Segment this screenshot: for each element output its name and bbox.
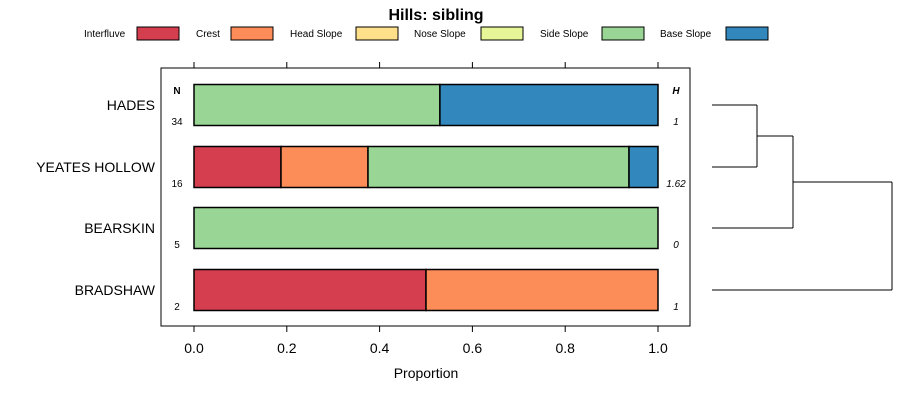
x-tick-label: 0.8 bbox=[555, 340, 575, 356]
chart-title: Hills: sibling bbox=[388, 7, 483, 24]
h-value: 1.62 bbox=[666, 179, 686, 190]
h-value: 0 bbox=[673, 240, 679, 251]
x-tick-label: 1.0 bbox=[648, 340, 668, 356]
legend-swatch bbox=[230, 26, 274, 41]
n-count: 34 bbox=[171, 117, 183, 128]
n-column-header: N bbox=[173, 86, 180, 97]
legend-swatch bbox=[136, 26, 180, 41]
bar-segment bbox=[628, 145, 659, 189]
bar-segment bbox=[367, 145, 630, 189]
n-count: 5 bbox=[174, 240, 180, 251]
x-tick-label: 0.0 bbox=[184, 340, 204, 356]
legend-swatch bbox=[601, 26, 645, 41]
x-axis-title: Proportion bbox=[394, 365, 459, 381]
legend-label: Side Slope bbox=[540, 29, 589, 40]
legend-label: Interfluve bbox=[84, 29, 126, 40]
legend: Interfluve Crest Head Slope Nose Slope Side … bbox=[84, 26, 769, 41]
legend-swatch bbox=[725, 26, 769, 41]
bar-segment bbox=[193, 206, 659, 250]
row-labels: HADES 34 1 YEATES HOLLOW 16 1.62 BEARSKIN 5 0 BRA… bbox=[36, 97, 686, 313]
x-tick-label: 0.6 bbox=[463, 340, 483, 356]
bars-layer bbox=[193, 83, 659, 312]
bar-segment bbox=[439, 83, 659, 127]
legend-label: Nose Slope bbox=[414, 29, 466, 40]
legend-label: Crest bbox=[196, 29, 220, 40]
bar-segment bbox=[193, 145, 282, 189]
h-value: 1 bbox=[673, 302, 679, 313]
bar-segment bbox=[193, 83, 441, 127]
x-axis: 0.0 0.2 0.4 0.6 0.8 1.0 bbox=[184, 326, 668, 356]
row-label: BEARSKIN bbox=[84, 220, 155, 236]
h-column-header: H bbox=[672, 86, 680, 97]
row-label: BRADSHAW bbox=[75, 282, 156, 298]
legend-swatch bbox=[355, 26, 399, 41]
plot-panel bbox=[160, 67, 691, 327]
row-label: YEATES HOLLOW bbox=[36, 159, 156, 175]
dendrogram bbox=[712, 104, 893, 291]
top-axis-ticks bbox=[193, 62, 659, 68]
legend-label: Base Slope bbox=[660, 29, 712, 40]
legend-label: Head Slope bbox=[290, 29, 343, 40]
row-label: HADES bbox=[107, 97, 155, 113]
x-tick-label: 0.4 bbox=[370, 340, 390, 356]
bar-segment bbox=[193, 268, 427, 312]
legend-swatch bbox=[480, 26, 524, 41]
n-count: 16 bbox=[171, 179, 183, 190]
x-tick-label: 0.2 bbox=[277, 340, 297, 356]
h-value: 1 bbox=[673, 117, 679, 128]
bar-segment bbox=[280, 145, 369, 189]
bar-segment bbox=[425, 268, 659, 312]
n-count: 2 bbox=[174, 302, 180, 313]
